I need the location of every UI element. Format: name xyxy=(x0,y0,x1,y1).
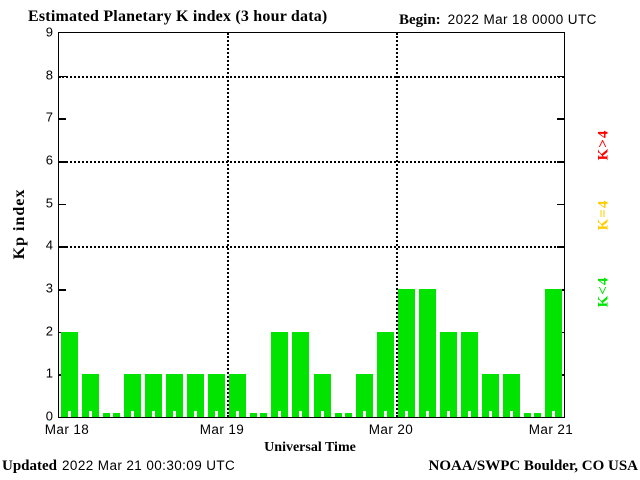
kp-bar xyxy=(292,331,310,417)
kp-bar xyxy=(124,374,142,417)
kp-bar xyxy=(460,331,478,417)
kp-bar xyxy=(481,374,499,417)
x-tick-label-mar-18: Mar 18 xyxy=(44,422,90,437)
y-axis-title: Kp index xyxy=(11,188,28,260)
y-tick-label: 2 xyxy=(45,323,53,339)
x-axis-title: Universal Time xyxy=(264,440,356,455)
updated-timestamp: Updated 2022 Mar 21 00:30:09 UTC xyxy=(2,458,235,475)
begin-timestamp: Begin: 2022 Mar 18 0000 UTC xyxy=(399,12,597,29)
x-tick-notch xyxy=(236,411,240,417)
y-tick-left xyxy=(59,161,66,163)
kp-bar xyxy=(208,374,226,417)
kp-bar xyxy=(355,374,373,417)
legend-item-k-gt-4: K>4 xyxy=(595,129,612,161)
legend-item-k-lt-4: K<4 xyxy=(595,276,612,308)
x-tick-notch xyxy=(530,411,534,417)
x-tick-label-mar-19: Mar 19 xyxy=(199,422,245,437)
updated-label: Updated xyxy=(2,458,58,474)
x-tick-notch xyxy=(362,411,366,417)
kp-bar xyxy=(145,374,163,417)
x-tick-notch xyxy=(320,411,324,417)
x-tick-notch xyxy=(341,411,345,417)
gridline-day-mar-19 xyxy=(227,33,230,417)
updated-value: 2022 Mar 21 00:30:09 UTC xyxy=(62,458,236,473)
x-tick-notch xyxy=(551,411,555,417)
kp-bar xyxy=(187,374,205,417)
x-tick-notch xyxy=(488,411,492,417)
x-tick-notch xyxy=(278,411,282,417)
x-tick-notch xyxy=(383,411,387,417)
chart-title: Estimated Planetary K index (3 hour data… xyxy=(28,8,328,25)
gridline-day-mar-20 xyxy=(395,33,398,417)
y-tick-label: 9 xyxy=(45,24,53,40)
y-tick-label: 6 xyxy=(45,152,53,168)
x-tick-label-mar-21: Mar 21 xyxy=(528,422,574,437)
y-tick-label: 8 xyxy=(45,67,53,83)
kp-bar xyxy=(166,374,184,417)
credit-text: NOAA/SWPC Boulder, CO USA xyxy=(428,458,638,474)
x-tick-notch xyxy=(68,411,72,417)
x-tick-notch xyxy=(467,411,471,417)
y-tick-right xyxy=(557,75,564,78)
begin-label: Begin: xyxy=(399,12,441,28)
kp-bar xyxy=(313,374,331,417)
x-tick-notch xyxy=(194,411,198,417)
begin-value: 2022 Mar 18 0000 UTC xyxy=(447,12,597,27)
y-tick-label: 7 xyxy=(45,109,53,125)
kp-bar xyxy=(61,331,78,417)
x-tick-notch xyxy=(509,411,513,417)
plot-area xyxy=(58,32,565,418)
y-tick-right xyxy=(557,161,564,163)
x-tick-notch xyxy=(299,411,303,417)
x-tick-notch xyxy=(257,411,261,417)
x-tick-notch xyxy=(215,411,219,417)
y-tick-left xyxy=(59,118,66,120)
y-tick-label: 0 xyxy=(45,408,53,424)
y-tick-right xyxy=(557,118,564,120)
gridline-y-8 xyxy=(59,75,564,78)
kp-bar xyxy=(376,331,394,417)
x-tick-notch xyxy=(89,411,93,417)
y-tick-label: 5 xyxy=(45,195,53,211)
x-tick-notch xyxy=(404,411,408,417)
kp-bar xyxy=(502,374,520,417)
y-tick-left xyxy=(59,289,66,291)
y-tick-right xyxy=(557,203,564,206)
gridline-y-6 xyxy=(59,161,564,163)
x-tick-notch xyxy=(152,411,156,417)
y-tick-label: 4 xyxy=(45,237,53,253)
kp-bar xyxy=(271,331,289,417)
x-tick-label-mar-20: Mar 20 xyxy=(368,422,414,437)
y-tick-left xyxy=(59,203,66,206)
x-tick-notch xyxy=(173,411,177,417)
x-tick-notch xyxy=(446,411,450,417)
y-tick-right xyxy=(557,246,564,248)
x-tick-notch xyxy=(110,411,114,417)
legend-item-k-eq-4: K=4 xyxy=(595,199,612,231)
x-tick-notch xyxy=(131,411,135,417)
kp-bar xyxy=(229,374,247,417)
y-tick-left xyxy=(59,75,66,78)
kp-bar xyxy=(544,289,562,417)
kp-bar xyxy=(439,331,457,417)
x-tick-notch xyxy=(425,411,429,417)
kp-bar xyxy=(397,289,415,417)
gridline-y-4 xyxy=(59,246,564,249)
kp-bar xyxy=(418,289,436,417)
y-tick-label: 1 xyxy=(45,365,53,381)
y-tick-left xyxy=(59,246,66,248)
y-tick-label: 3 xyxy=(45,280,53,296)
kp-bar xyxy=(82,374,100,417)
